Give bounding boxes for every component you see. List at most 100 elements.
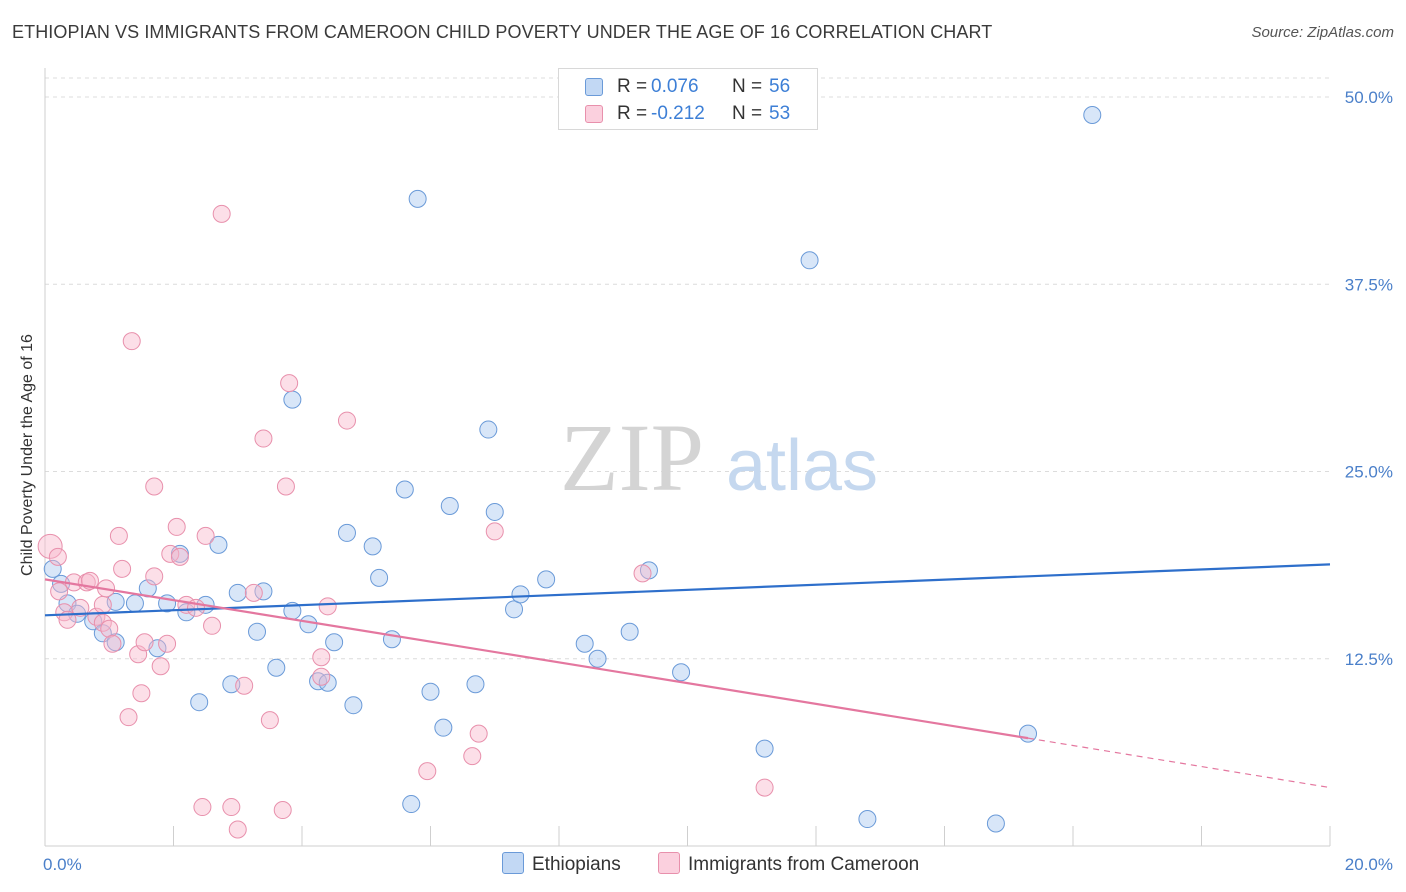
series-1	[37, 204, 774, 839]
point-0-35	[408, 189, 427, 208]
legend-swatch-cameroon	[585, 105, 603, 123]
point-1-50	[469, 724, 488, 743]
point-0-21	[267, 658, 286, 677]
point-1-21	[135, 633, 154, 652]
point-0-0	[43, 559, 62, 578]
point-1-36	[228, 820, 247, 839]
point-0-8	[125, 594, 144, 613]
point-0-23	[283, 390, 302, 409]
point-0-53	[1083, 105, 1102, 124]
point-1-24	[151, 657, 170, 676]
point-0-31	[370, 568, 389, 587]
point-0-50	[755, 739, 774, 758]
chart-title: ETHIOPIAN VS IMMIGRANTS FROM CAMEROON CH…	[12, 22, 993, 42]
source-label: Source: ZipAtlas.com	[1251, 24, 1394, 41]
legend-r-label: R =	[617, 76, 648, 97]
bottom-legend-swatch-cameroon	[658, 852, 680, 874]
y-tick-label-3: 50.0%	[1345, 88, 1393, 107]
point-1-51	[418, 762, 437, 781]
point-0-52	[858, 810, 877, 829]
trend-line-1	[44, 578, 1029, 740]
x-tick-label-0: 0.0%	[43, 855, 82, 874]
legend-swatch-ethiopians	[585, 78, 603, 96]
point-1-44	[312, 667, 331, 686]
point-0-17	[222, 675, 241, 694]
point-0-49	[672, 663, 691, 682]
point-0-18	[228, 583, 247, 602]
point-1-1	[48, 547, 67, 566]
point-0-27	[325, 633, 344, 652]
point-1-31	[193, 798, 212, 817]
point-0-47	[620, 622, 639, 641]
point-1-10	[93, 595, 112, 614]
legend-r-label: R =	[617, 103, 648, 124]
series-0	[43, 105, 1102, 833]
point-1-13	[100, 619, 119, 638]
point-0-54	[986, 814, 1005, 833]
legend-n-value: 56	[769, 76, 791, 97]
point-0-37	[434, 718, 453, 737]
watermark: ZIP atlas	[560, 404, 878, 511]
point-0-20	[254, 582, 273, 601]
point-1-45	[312, 648, 331, 667]
y-tick-label-0: 12.5%	[1345, 650, 1393, 669]
watermark-zip: ZIP	[560, 404, 704, 511]
legend-n-value: 53	[769, 103, 791, 124]
point-1-6	[71, 598, 90, 617]
point-1-35	[222, 798, 241, 817]
point-1-14	[103, 634, 122, 653]
point-1-15	[109, 526, 128, 545]
trend-lines	[44, 563, 1331, 789]
point-0-14	[190, 693, 209, 712]
axes	[44, 68, 1331, 847]
point-1-43	[280, 374, 299, 393]
series-points	[37, 105, 1102, 839]
point-1-0	[37, 533, 63, 559]
point-1-27	[167, 517, 186, 536]
trend-line-extension-1	[1027, 737, 1331, 789]
bottom-legend-cameroon: Immigrants from Cameroon	[658, 852, 919, 876]
point-0-28	[337, 523, 356, 542]
y-tick-label-2: 37.5%	[1345, 275, 1393, 294]
bottom-legend-label-cameroon: Immigrants from Cameroon	[688, 854, 920, 875]
point-0-29	[344, 696, 363, 715]
point-1-48	[463, 747, 482, 766]
point-1-17	[119, 708, 138, 727]
legend-n-label: N =	[732, 103, 763, 124]
point-1-49	[485, 522, 504, 541]
point-0-24	[299, 615, 318, 634]
x-tick-label-1: 20.0%	[1345, 855, 1393, 874]
point-1-22	[145, 567, 164, 586]
point-0-51	[800, 251, 819, 270]
point-1-16	[113, 559, 132, 578]
point-0-42	[505, 600, 524, 619]
point-0-39	[466, 675, 485, 694]
point-0-30	[363, 537, 382, 556]
point-0-33	[395, 480, 414, 499]
point-1-32	[196, 526, 215, 545]
point-1-41	[273, 801, 292, 820]
point-1-34	[212, 204, 231, 223]
point-0-40	[479, 420, 498, 439]
point-0-16	[209, 535, 228, 554]
legend-n-label: N =	[732, 76, 763, 97]
watermark-atlas: atlas	[726, 426, 878, 506]
point-1-2	[50, 582, 69, 601]
point-1-25	[158, 634, 177, 653]
point-0-13	[177, 603, 196, 622]
point-1-28	[170, 547, 189, 566]
point-1-33	[203, 616, 222, 635]
legend-row-ethiopians: R = 0.076 N = 56	[559, 73, 817, 101]
point-1-18	[122, 332, 141, 351]
point-1-42	[276, 477, 295, 496]
point-1-46	[318, 597, 337, 616]
point-0-44	[537, 570, 556, 589]
point-1-53	[755, 778, 774, 797]
point-1-52	[633, 564, 652, 583]
point-1-39	[254, 429, 273, 448]
tick-labels: 12.5% 25.0% 37.5% 50.0% 0.0% 20.0%	[43, 88, 1393, 874]
bottom-legend-ethiopians: Ethiopians	[502, 852, 621, 876]
trend-line-0	[44, 563, 1331, 617]
point-1-38	[244, 583, 263, 602]
